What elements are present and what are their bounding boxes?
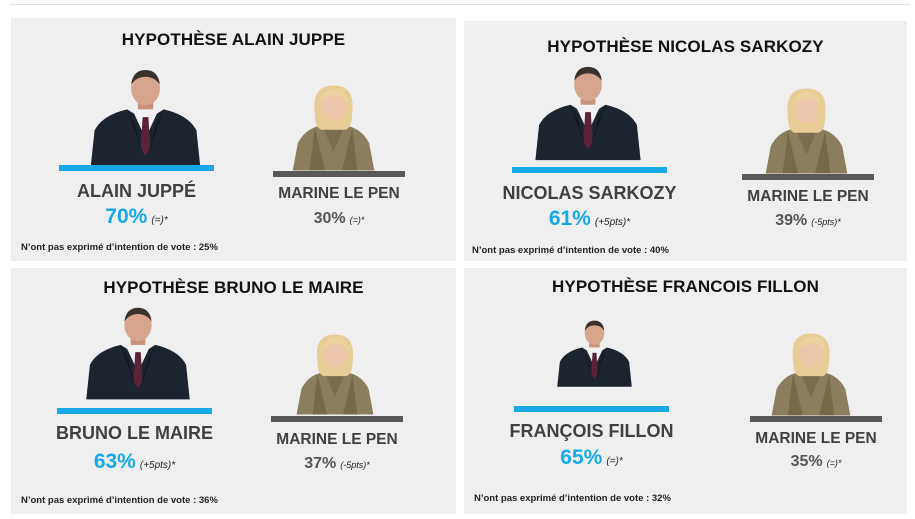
hypothesis-panel-fillon: HYPOTHÈSE FRANCOIS FILLON FRANÇOIS FILLO… — [464, 268, 907, 514]
candidate-change-2: (-5pts)* — [811, 217, 841, 227]
abstention-note: N’ont pas exprimé d’intention de vote : … — [474, 493, 671, 504]
candidate-change-1: (=)* — [151, 215, 168, 226]
page-top-rule — [10, 4, 910, 5]
candidate-percent-1: 65% — [560, 446, 603, 469]
candidate-percent-2: 30% — [313, 210, 346, 227]
candidate-name-1: BRUNO LE MAIRE — [56, 423, 213, 443]
candidate-change-1: (+5pts)* — [594, 217, 631, 228]
panel-title: HYPOTHÈSE NICOLAS SARKOZY — [547, 37, 824, 56]
abstention-note: N’ont pas exprimé d’intention de vote : … — [21, 242, 218, 253]
candidate-change-2: (-5pts)* — [340, 460, 370, 470]
panel-title: HYPOTHÈSE BRUNO LE MAIRE — [103, 278, 364, 297]
candidate-bar-1 — [57, 408, 212, 414]
candidate-change-2: (=)* — [349, 215, 365, 225]
candidate-percent-2: 37% — [304, 455, 337, 472]
hypothesis-panel-juppe: HYPOTHÈSE ALAIN JUPPE ALAIN JUPPÉ MARINE… — [11, 18, 456, 261]
candidate-change-1: (=)* — [606, 456, 623, 467]
woman-portrait-icon — [291, 85, 376, 171]
abstention-note: N’ont pas exprimé d’intention de vote : … — [472, 245, 669, 256]
panel-title: HYPOTHÈSE ALAIN JUPPE — [121, 30, 346, 49]
candidate-change-1: (+5pts)* — [139, 460, 176, 471]
candidate-score-1: 61% (+5pts)* — [512, 207, 667, 231]
panel-title: HYPOTHÈSE FRANCOIS FILLON — [552, 277, 819, 296]
candidate-percent-2: 35% — [790, 453, 823, 470]
candidate-name-1: FRANÇOIS FILLON — [509, 421, 674, 441]
candidate-name-1: ALAIN JUPPÉ — [76, 181, 197, 201]
man-portrait-icon — [79, 298, 197, 410]
candidate-name-1: NICOLAS SARKOZY — [502, 183, 677, 203]
candidate-percent-2: 39% — [775, 212, 808, 229]
candidate-bar-1 — [514, 406, 669, 412]
candidate-bar-2 — [271, 416, 403, 422]
woman-portrait-icon — [770, 332, 852, 417]
candidate-name-2: MARINE LE PEN — [278, 185, 400, 202]
man-portrait-icon — [528, 59, 648, 169]
candidate-score-2: 35% (=)* — [740, 453, 892, 471]
candidate-bar-2 — [273, 171, 405, 177]
candidate-bar-1 — [59, 165, 214, 171]
candidate-score-2: 39% (-5pts)* — [732, 212, 884, 230]
man-portrait-icon — [552, 300, 637, 408]
woman-portrait-icon — [764, 88, 849, 174]
candidate-percent-1: 70% — [105, 205, 148, 228]
candidate-percent-1: 61% — [548, 207, 591, 230]
candidate-percent-1: 63% — [93, 450, 136, 473]
abstention-note: N’ont pas exprimé d’intention de vote : … — [21, 495, 218, 506]
candidate-name-2: MARINE LE PEN — [276, 431, 398, 448]
candidate-score-1: 63% (+5pts)* — [57, 450, 212, 474]
candidate-bar-2 — [750, 416, 882, 422]
candidate-bar-1 — [512, 167, 667, 173]
candidate-score-1: 65% (=)* — [514, 446, 669, 470]
candidate-bar-2 — [742, 174, 874, 180]
hypothesis-panel-le-maire: HYPOTHÈSE BRUNO LE MAIRE BRUNO LE MAIRE … — [11, 268, 456, 514]
hypothesis-panel-sarkozy: HYPOTHÈSE NICOLAS SARKOZY NICOLAS SARKOZ… — [464, 21, 907, 261]
candidate-change-2: (=)* — [826, 458, 842, 468]
candidate-name-2: MARINE LE PEN — [747, 188, 869, 205]
candidate-score-2: 30% (=)* — [263, 210, 415, 228]
woman-portrait-icon — [295, 333, 375, 416]
candidate-score-1: 70% (=)* — [59, 205, 214, 229]
candidate-score-2: 37% (-5pts)* — [261, 455, 413, 473]
candidate-name-2: MARINE LE PEN — [755, 430, 877, 447]
